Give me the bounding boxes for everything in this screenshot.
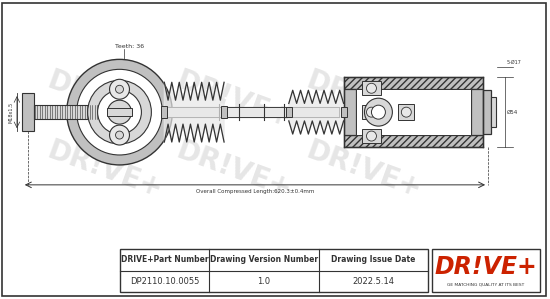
Text: DR!VE+: DR!VE+ [173,66,295,134]
Text: DR!VE+: DR!VE+ [173,136,295,204]
Circle shape [366,83,376,93]
Bar [361,81,382,95]
Bar [119,248,428,292]
Bar [344,77,483,89]
Circle shape [371,105,386,119]
Text: DRIVE+Part Number: DRIVE+Part Number [120,255,208,265]
Bar [340,107,346,117]
Polygon shape [289,90,344,134]
Text: DR!VE+: DR!VE+ [302,136,425,204]
Circle shape [109,79,129,99]
Bar [398,104,414,120]
Bar [344,135,483,147]
Text: 2022.5.14: 2022.5.14 [353,277,394,286]
Text: Drawing Issue Date: Drawing Issue Date [331,255,416,265]
Circle shape [365,98,392,126]
Bar [286,107,292,117]
Text: DR!VE+: DR!VE+ [434,255,537,279]
Text: DR!VE+: DR!VE+ [302,66,425,134]
Bar [432,248,540,292]
Bar [22,93,34,131]
Text: Ø54: Ø54 [507,110,518,115]
Bar [491,97,496,127]
Bar [483,90,491,134]
Circle shape [76,69,162,155]
Bar [221,106,227,118]
Polygon shape [164,82,224,142]
Text: M18x1.5: M18x1.5 [9,102,14,123]
Text: Overall Compressed Length:620.3±0.4mm: Overall Compressed Length:620.3±0.4mm [196,189,314,194]
Circle shape [67,60,172,165]
Circle shape [108,100,131,124]
Bar [471,89,483,135]
Text: DP2110.10.0055: DP2110.10.0055 [130,277,199,286]
Bar [161,106,167,118]
Bar [344,89,355,135]
Circle shape [366,131,376,141]
Bar [361,105,382,119]
Bar [107,108,133,116]
Text: Drawing Version Number: Drawing Version Number [210,255,318,265]
Bar [34,105,117,119]
Text: DR!VE+: DR!VE+ [43,66,166,134]
Text: 1.0: 1.0 [257,277,271,286]
Circle shape [366,107,376,117]
Bar [355,89,471,135]
Circle shape [116,85,124,93]
Circle shape [116,131,124,139]
Circle shape [402,107,411,117]
Circle shape [97,90,141,134]
Text: 5-Ø17: 5-Ø17 [507,60,522,65]
Text: Teeth: 36: Teeth: 36 [114,45,144,49]
Circle shape [109,125,129,145]
Bar [167,107,339,117]
Text: GE MATCHING QUALITY AT ITS BEST: GE MATCHING QUALITY AT ITS BEST [447,283,525,286]
Bar [361,129,382,143]
Text: DR!VE+: DR!VE+ [43,136,166,204]
Circle shape [87,80,151,144]
